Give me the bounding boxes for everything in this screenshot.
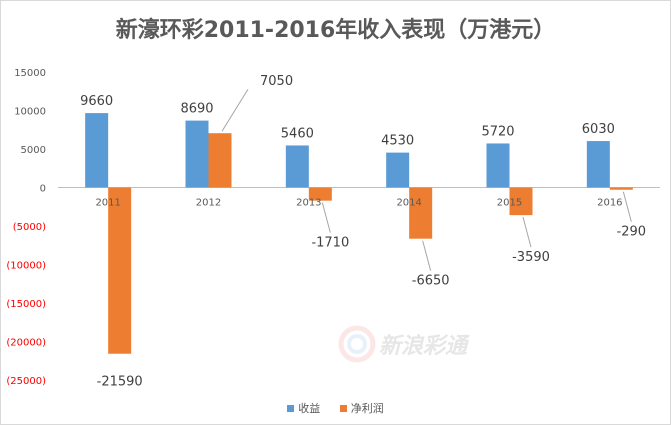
leader-line xyxy=(321,202,331,233)
legend-item-revenue: 收益 xyxy=(287,400,320,416)
bar-revenue xyxy=(386,152,410,188)
legend-label-net-profit: 净利润 xyxy=(350,402,384,415)
bar-net-profit xyxy=(108,187,132,354)
legend-label-revenue: 收益 xyxy=(298,402,321,415)
legend-swatch-revenue xyxy=(287,404,295,412)
bar-revenue xyxy=(185,120,209,188)
legend-item-net-profit: 净利润 xyxy=(339,400,384,416)
y-tick-label: (25000) xyxy=(6,376,46,387)
x-tick-label: 2011 xyxy=(95,198,120,209)
x-tick-label: 2014 xyxy=(396,198,421,209)
leader-line xyxy=(622,191,632,222)
bar-revenue xyxy=(586,141,610,188)
watermark-text: 新浪彩通 xyxy=(379,333,471,359)
bar-net-profit xyxy=(409,187,433,239)
data-label-net-profit: -1710 xyxy=(311,236,349,251)
y-tick-label: (10000) xyxy=(6,261,46,272)
bar-net-profit xyxy=(609,187,633,190)
data-label-revenue: 4530 xyxy=(381,134,414,149)
data-label-net-profit: -290 xyxy=(617,225,647,240)
data-label-net-profit: -21590 xyxy=(97,375,143,390)
bar-revenue xyxy=(486,143,510,188)
x-tick-label: 2013 xyxy=(296,198,321,209)
legend-swatch-net-profit xyxy=(339,404,347,412)
y-tick-label: 0 xyxy=(40,184,46,195)
bar-revenue xyxy=(285,145,309,188)
x-tick-label: 2016 xyxy=(597,198,622,209)
chart-title: 新濠环彩2011-2016年收入表现（万港元） xyxy=(115,18,556,43)
y-tick-label: 5000 xyxy=(21,145,46,156)
bar-net-profit xyxy=(308,187,332,201)
y-tick-label: 10000 xyxy=(14,107,46,118)
y-tick-label: (20000) xyxy=(6,338,46,349)
bar-net-profit xyxy=(208,133,232,188)
bar-net-profit xyxy=(509,187,533,216)
leader-line xyxy=(422,240,432,271)
data-label-net-profit: -3590 xyxy=(512,250,550,265)
data-label-revenue: 5720 xyxy=(481,124,514,139)
leader-line xyxy=(221,88,249,132)
data-label-revenue: 6030 xyxy=(582,122,615,137)
leader-line xyxy=(522,217,532,248)
data-label-net-profit: -6650 xyxy=(412,274,450,289)
data-label-revenue: 5460 xyxy=(281,126,314,141)
data-label-revenue: 8690 xyxy=(180,102,213,117)
data-label-revenue: 9660 xyxy=(80,94,113,109)
x-tick-label: 2012 xyxy=(196,198,221,209)
x-tick-label: 2015 xyxy=(497,198,522,209)
bar-revenue xyxy=(85,113,109,188)
y-tick-label: 15000 xyxy=(14,68,46,79)
y-tick-label: (15000) xyxy=(6,299,46,310)
data-label-net-profit: 7050 xyxy=(260,74,293,89)
y-tick-label: (5000) xyxy=(13,222,46,233)
watermark-logo: 新浪彩通 xyxy=(338,325,471,363)
chart-legend: 收益 净利润 xyxy=(0,400,671,416)
